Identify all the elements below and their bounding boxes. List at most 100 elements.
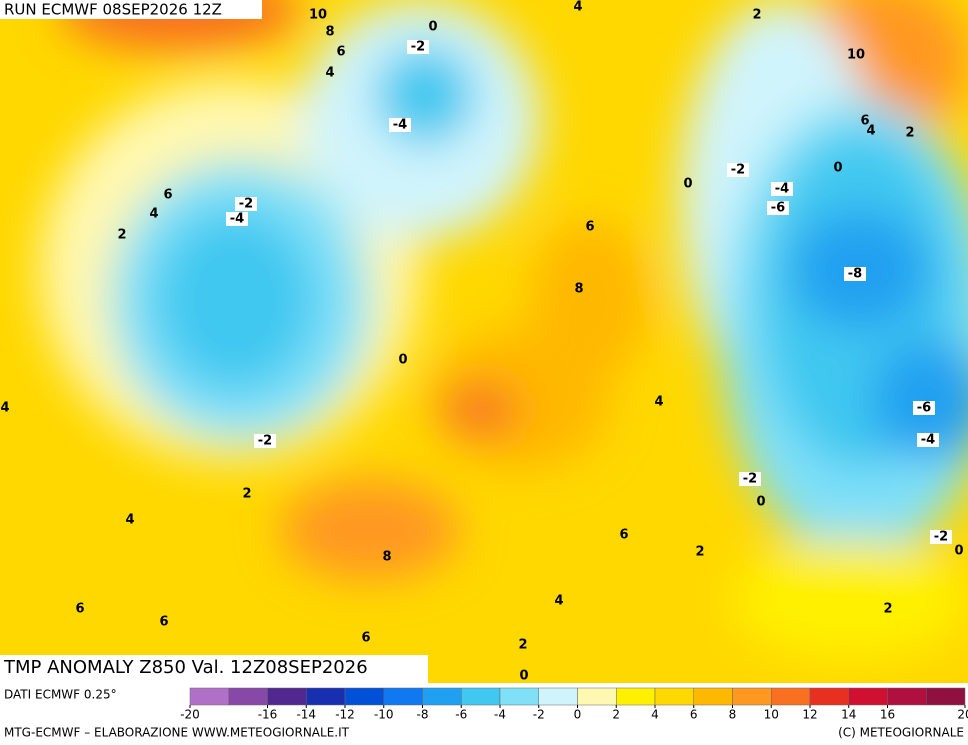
contour-label: -6	[917, 401, 931, 416]
title-box	[0, 655, 428, 683]
colorbar-label: -8	[417, 708, 429, 722]
contour-label: -4	[921, 433, 935, 448]
colorbar-label: -16	[258, 708, 278, 722]
contour-label: 4	[125, 513, 134, 528]
contour-label: 4	[866, 124, 875, 139]
contour-label: 2	[117, 228, 126, 243]
contour-label: -2	[934, 530, 948, 545]
footer-right: (C) METEOGIORNALE	[838, 726, 964, 740]
contour-label: 4	[149, 207, 158, 222]
colorbar-label: 8	[729, 708, 737, 722]
label-box	[930, 530, 952, 544]
footer-left: MTG-ECMWF – ELABORAZIONE WWW.METEOGIORNA…	[4, 726, 350, 740]
header-box	[0, 0, 262, 19]
label-box	[407, 40, 429, 54]
contour-label: -4	[775, 182, 789, 197]
contour-label: -2	[731, 163, 745, 178]
colorbar-label: 0	[574, 708, 582, 722]
colorbar-bin	[306, 687, 346, 706]
contour-label: 0	[954, 544, 963, 559]
contour-label: 6	[163, 188, 172, 203]
contour-label: -6	[771, 201, 785, 216]
contour-label: 0	[398, 353, 407, 368]
contour-label: 10	[309, 8, 327, 23]
contour-label: -2	[258, 434, 272, 449]
contour-label: 0	[428, 20, 437, 35]
contour-label: 6	[75, 602, 84, 617]
contour-label: 6	[336, 45, 345, 60]
contour-label: 10	[847, 48, 865, 63]
colorbar-label: 12	[802, 708, 817, 722]
colorbar-label: 2	[612, 708, 620, 722]
colorbar-label: -4	[494, 708, 506, 722]
colorbar-bin	[344, 687, 384, 706]
contour-label: -4	[393, 118, 407, 133]
label-box	[913, 401, 935, 415]
contour-label: 2	[905, 126, 914, 141]
contour-label: 4	[573, 0, 582, 15]
colorbar-label: -6	[455, 708, 467, 722]
colorbar-label: -20	[180, 708, 200, 722]
contour-label: 2	[752, 8, 761, 23]
label-box	[727, 163, 749, 177]
contour-label: 6	[585, 220, 594, 235]
colorbar-label: 4	[651, 708, 659, 722]
contour-label: -2	[411, 40, 425, 55]
contour-label: 0	[833, 161, 842, 176]
contour-label: 4	[654, 395, 663, 410]
anomaly-field	[0, 0, 968, 683]
contour-label: 2	[518, 638, 527, 653]
label-box	[767, 201, 789, 215]
colorbar-label: -12	[335, 708, 355, 722]
colorbar-label: 6	[690, 708, 698, 722]
colorbar-bin	[887, 687, 927, 706]
contour-label: -4	[230, 212, 244, 227]
contour-label: -2	[743, 472, 757, 487]
colorbar-label: 20	[957, 708, 968, 722]
contour-label: 2	[242, 487, 251, 502]
colorbar-label: 14	[841, 708, 856, 722]
label-box	[844, 267, 866, 281]
colorbar-bin	[771, 687, 811, 706]
contour-label: 2	[695, 545, 704, 560]
colorbar-label: -14	[296, 708, 316, 722]
label-box	[226, 212, 248, 226]
colorbar-bin	[616, 687, 656, 706]
contour-label: 0	[683, 177, 692, 192]
contour-label: 6	[619, 528, 628, 543]
colorbar-label: -10	[374, 708, 394, 722]
colorbar-bin	[228, 687, 268, 706]
contour-label: 6	[860, 114, 869, 129]
contour-label: 6	[361, 631, 370, 646]
label-box	[389, 118, 411, 132]
label-box	[917, 433, 939, 447]
contour-label: 4	[0, 401, 9, 416]
colorbar-bin	[461, 687, 501, 706]
label-box	[254, 434, 276, 448]
colorbar-bin	[577, 687, 617, 706]
colorbar-bin	[422, 687, 462, 706]
colorbar-bin	[383, 687, 423, 706]
colorbar-bin	[732, 687, 772, 706]
colorbar-bin	[693, 687, 733, 706]
colorbar-bin	[926, 687, 966, 706]
contour-label: 8	[574, 282, 583, 297]
label-box	[771, 182, 793, 196]
label-box	[235, 197, 257, 211]
map-title: TMP ANOMALY Z850 Val. 12Z08SEP2026	[3, 657, 368, 678]
colorbar-label: -2	[533, 708, 545, 722]
colorbar-bin	[654, 687, 694, 706]
colorbar-bin	[267, 687, 307, 706]
colorbar-label: 16	[880, 708, 895, 722]
contour-label: 8	[325, 25, 334, 40]
header: RUN ECMWF 08SEP2026 12Z	[4, 1, 222, 19]
contour-label: 4	[325, 66, 334, 81]
contour-label: -8	[848, 267, 862, 282]
contour-label: 0	[756, 495, 765, 510]
contour-label: 8	[382, 550, 391, 565]
colorbar-label: 10	[764, 708, 779, 722]
contour-label: 2	[883, 602, 892, 617]
label-box	[739, 472, 761, 486]
contour-label: 4	[554, 594, 563, 609]
colorbar-bin	[499, 687, 539, 706]
